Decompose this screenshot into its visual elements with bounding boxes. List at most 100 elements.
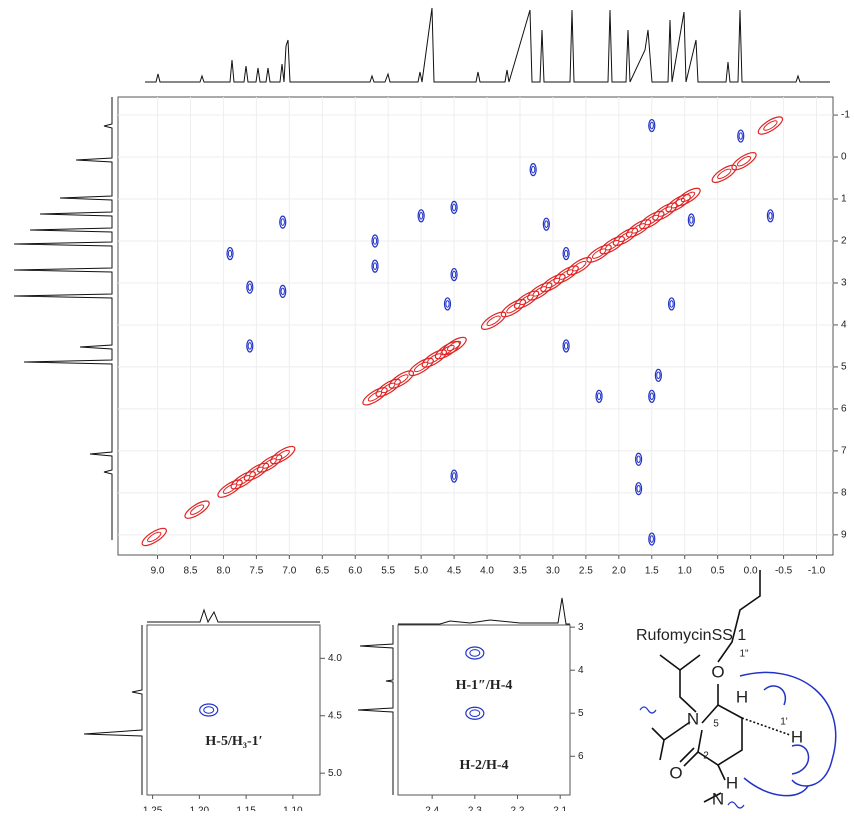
y-tick-label: 3 [841,278,847,289]
cross-peak [648,118,656,133]
peak-inner [227,249,233,258]
diagonal-peak [230,471,256,490]
y-tick-label: 5.0 [328,768,342,779]
peak-inner [656,371,661,380]
x-tick-label: 7.0 [282,566,296,577]
peak-inner [280,218,285,226]
y-tick-label: 9 [841,529,847,540]
cross-peak [542,217,550,231]
diagonal-peak [639,210,665,230]
cross-peak [562,246,570,261]
cross-peak [766,209,774,223]
diagonal-peak [540,273,566,293]
peak-inner [563,342,569,350]
peak-inner [189,504,205,515]
diagonal-peak [566,256,592,276]
y-tick-label: 4 [578,665,584,676]
x-tick-label: 6.5 [315,566,329,577]
left-projection [13,97,113,540]
diagonal-peak [612,227,639,247]
x-tick-label: 6.0 [348,566,362,577]
peak-inner [738,132,743,140]
x-tick-label: 5.5 [381,566,395,577]
cross-peak [465,646,485,660]
inset1-left-trace [83,625,143,795]
y-tick-label: 0 [841,152,847,163]
diagonal-peak [599,235,625,255]
peak-inner [544,220,549,228]
peak-inner [636,455,641,464]
cross-peak [279,215,287,229]
atom-label: O [669,763,682,782]
diagonal-peak [141,527,167,547]
locant-label: 1" [739,649,749,660]
peak-inner [717,168,732,180]
peak-inner [451,270,457,279]
annotation: H-1″/H-4 [456,678,513,693]
x-tick-label: 8.0 [216,566,230,577]
cross-peak [199,703,219,717]
diagonal-peak [388,370,415,389]
cross-peak [371,234,379,248]
cross-peak [450,267,458,282]
y-tick-label: -1 [841,110,850,121]
x-tick-label: 4.0 [480,566,494,577]
peak-inner [596,392,602,401]
cross-peak [450,469,458,483]
inset1-top-trace [147,608,320,624]
x-tick-label: -1.0 [808,566,826,577]
x-tick-label: 2.5 [579,566,593,577]
diagonal-peak [652,202,678,221]
cross-peak [648,389,656,403]
peak-inner [469,649,481,657]
diagonal-peak [553,265,579,284]
peak-inner [736,155,752,167]
peak-inner [147,531,162,543]
peak-inner [669,300,674,308]
peak-inner [486,315,501,326]
diagonal-peak [184,500,210,519]
diagonal-peak [665,193,691,213]
diagonal-peak [408,357,434,377]
diagonal-peak [270,445,296,465]
diagonal-peak [757,116,784,135]
x-tick-label: 0.5 [711,566,725,577]
x-tick-label: 5.0 [414,566,428,577]
atom-label: H [736,687,748,706]
annotation: H-5/H₃-1′ [205,734,262,749]
y-tick-label: 3 [578,622,584,633]
peak-inner [247,283,252,291]
diagonal-peak [513,290,540,309]
inset2-top-trace [398,597,570,625]
peak-inner [418,212,424,220]
atom-label: N [687,709,699,728]
atom-label: H [791,727,803,746]
cross-peak [562,339,570,353]
cross-peak [654,368,662,382]
diagonal-peak [731,152,757,171]
cross-peak [226,246,234,261]
peak-inner [469,709,481,718]
diagonal-peak [217,479,243,498]
x-tick-label: -0.5 [775,566,793,577]
diagonal-peak [625,219,652,238]
top-projection [145,7,830,83]
peak-inner [372,262,378,270]
atom-label: H [726,773,738,792]
plot-frame [397,624,571,796]
cross-peak [737,129,745,143]
diagonal-peak [711,164,737,184]
y-tick-label: 5 [578,708,584,719]
peak-inner [247,342,252,350]
peak-inner [649,121,654,130]
cross-peak [595,389,603,403]
peak-inner [763,120,778,131]
x-tick-label: 2.4 [425,806,439,811]
cross-peak [417,209,425,223]
locant-label: 5 [713,719,719,730]
x-tick-label: 4.5 [447,566,461,577]
cross-peak [634,482,643,496]
peak-inner [394,374,409,385]
x-tick-label: 2.1 [553,806,567,811]
y-tick-label: 2 [841,236,847,247]
